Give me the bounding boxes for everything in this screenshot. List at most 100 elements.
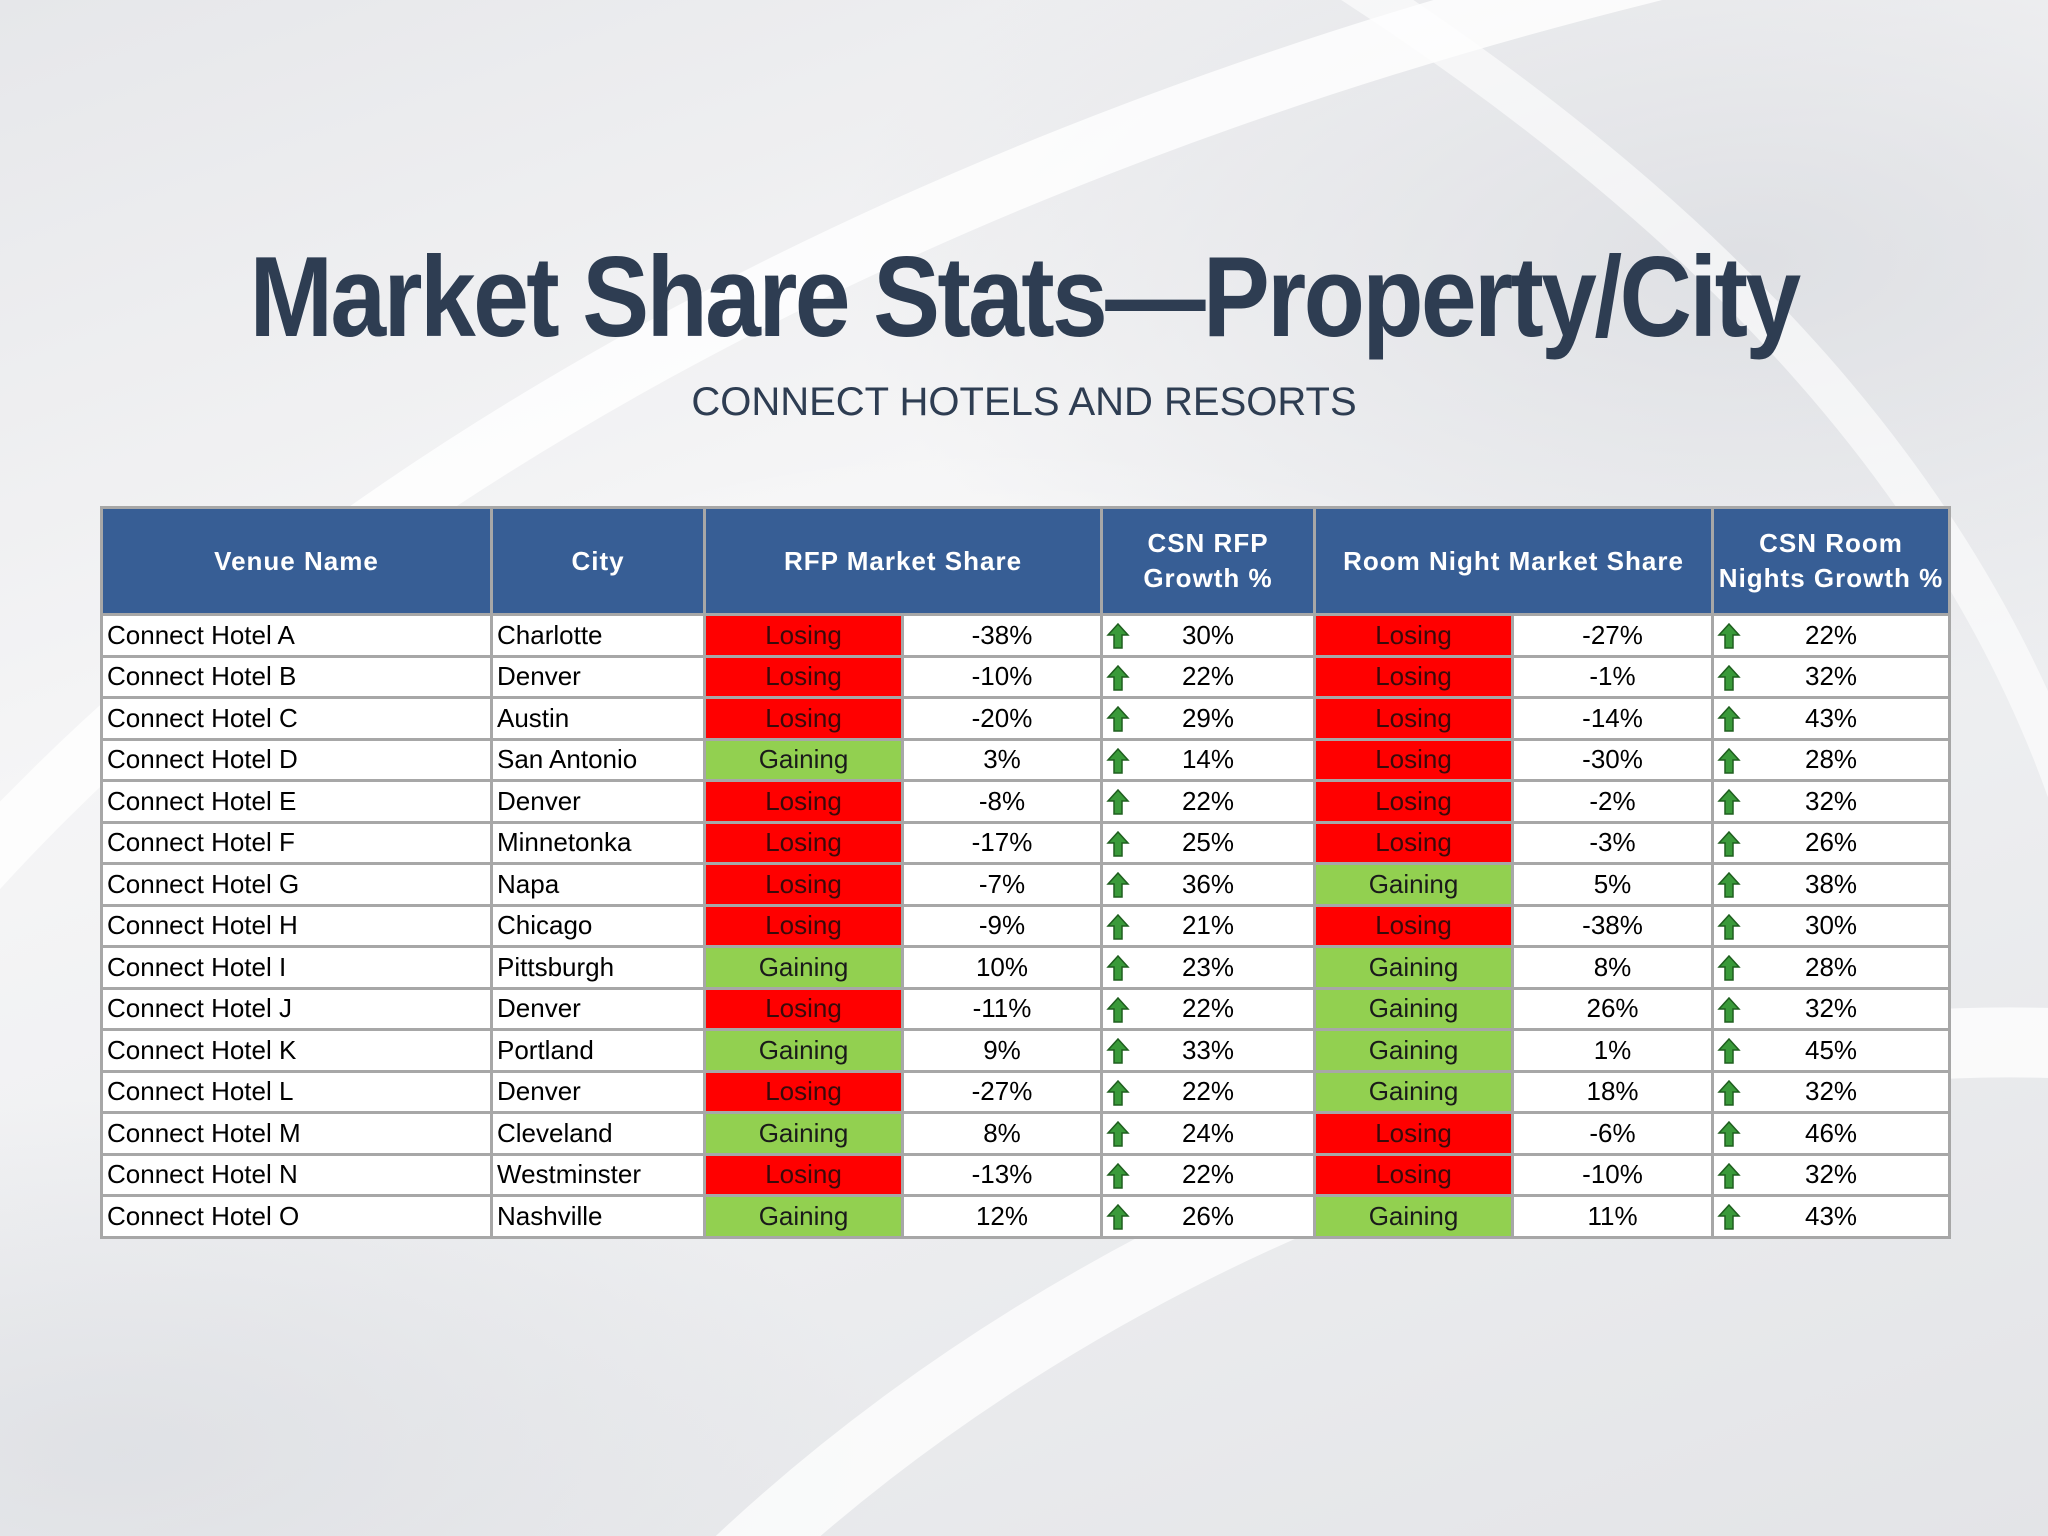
csn-room-nights-growth-value: 28% bbox=[1804, 744, 1858, 775]
csn-room-nights-growth-value: 45% bbox=[1804, 1034, 1858, 1065]
room-night-status-cell: Gaining bbox=[1313, 1194, 1514, 1239]
green-up-arrow-icon bbox=[1717, 622, 1741, 649]
csn-room-nights-growth-cell: 32% bbox=[1711, 654, 1952, 699]
room-night-status-cell: Losing bbox=[1313, 1152, 1514, 1197]
table-row: Connect Hotel N Westminster Losing -13% 22% L… bbox=[100, 1152, 1952, 1197]
rfp-status-cell: Losing bbox=[703, 1069, 904, 1114]
csn-rfp-growth-cell: 22% bbox=[1100, 654, 1316, 699]
city-cell: Denver bbox=[490, 1069, 706, 1114]
room-night-status-cell: Gaining bbox=[1313, 986, 1514, 1031]
room-night-share-pct-cell: -38% bbox=[1510, 903, 1715, 948]
csn-room-nights-growth-value: 43% bbox=[1804, 1200, 1858, 1231]
room-night-share-pct-cell: 11% bbox=[1510, 1194, 1715, 1239]
room-night-share-pct-cell: -14% bbox=[1510, 696, 1715, 741]
table-row: Connect Hotel H Chicago Losing -9% 21% Losing… bbox=[100, 903, 1952, 948]
room-night-status-cell: Gaining bbox=[1313, 1069, 1514, 1114]
rfp-share-pct-cell: 9% bbox=[901, 1028, 1103, 1073]
rfp-share-pct-cell: -17% bbox=[901, 820, 1103, 865]
csn-rfp-growth-value: 29% bbox=[1181, 702, 1235, 733]
green-up-arrow-icon bbox=[1717, 788, 1741, 815]
room-night-status-cell: Losing bbox=[1313, 654, 1514, 699]
green-up-arrow-icon bbox=[1106, 622, 1130, 649]
csn-room-nights-growth-value: 28% bbox=[1804, 951, 1858, 982]
venue-name-cell: Connect Hotel F bbox=[100, 820, 493, 865]
room-night-status-cell: Losing bbox=[1313, 613, 1514, 658]
green-up-arrow-icon bbox=[1717, 954, 1741, 981]
rfp-status-cell: Losing bbox=[703, 903, 904, 948]
header-csn-rfp-line1: CSN RFP bbox=[1147, 528, 1269, 558]
rfp-status-cell: Gaining bbox=[703, 1028, 904, 1073]
city-cell: Nashville bbox=[490, 1194, 706, 1239]
room-night-share-pct-cell: -6% bbox=[1510, 1111, 1715, 1156]
rfp-status-cell: Gaining bbox=[703, 1111, 904, 1156]
market-share-table: Venue Name City RFP Market Share CSN RFP… bbox=[100, 506, 1952, 1239]
table-row: Connect Hotel F Minnetonka Losing -17% 25% Lo… bbox=[100, 820, 1952, 865]
table-row: Connect Hotel K Portland Gaining 9% 33% Gaini… bbox=[100, 1028, 1952, 1073]
green-up-arrow-icon bbox=[1106, 1079, 1130, 1106]
rfp-share-pct-cell: -13% bbox=[901, 1152, 1103, 1197]
table-row: Connect Hotel M Cleveland Gaining 8% 24% Losi… bbox=[100, 1111, 1952, 1156]
green-up-arrow-icon bbox=[1717, 1203, 1741, 1230]
csn-rfp-growth-cell: 36% bbox=[1100, 862, 1316, 907]
table-row: Connect Hotel D San Antonio Gaining 3% 14% Lo… bbox=[100, 737, 1952, 782]
rfp-share-pct-cell: -8% bbox=[901, 779, 1103, 824]
csn-rfp-growth-value: 22% bbox=[1181, 1076, 1235, 1107]
rfp-status-cell: Gaining bbox=[703, 945, 904, 990]
csn-room-nights-growth-value: 22% bbox=[1804, 619, 1858, 650]
venue-name-cell: Connect Hotel I bbox=[100, 945, 493, 990]
csn-room-nights-growth-value: 32% bbox=[1804, 1159, 1858, 1190]
csn-room-nights-growth-cell: 30% bbox=[1711, 903, 1952, 948]
green-up-arrow-icon bbox=[1106, 954, 1130, 981]
table-row: Connect Hotel C Austin Losing -20% 29% Losing… bbox=[100, 696, 1952, 741]
room-night-status-cell: Losing bbox=[1313, 737, 1514, 782]
csn-rfp-growth-value: 30% bbox=[1181, 619, 1235, 650]
room-night-status-cell: Losing bbox=[1313, 820, 1514, 865]
table-header-row: Venue Name City RFP Market Share CSN RFP… bbox=[100, 506, 1952, 616]
rfp-status-cell: Losing bbox=[703, 654, 904, 699]
venue-name-cell: Connect Hotel A bbox=[100, 613, 493, 658]
csn-rfp-growth-cell: 22% bbox=[1100, 986, 1316, 1031]
csn-room-nights-growth-value: 43% bbox=[1804, 702, 1858, 733]
venue-name-cell: Connect Hotel C bbox=[100, 696, 493, 741]
table-body: Connect Hotel A Charlotte Losing -38% 30% Los… bbox=[100, 613, 1952, 1239]
csn-rfp-growth-cell: 26% bbox=[1100, 1194, 1316, 1239]
green-up-arrow-icon bbox=[1717, 705, 1741, 732]
room-night-status-cell: Gaining bbox=[1313, 862, 1514, 907]
green-up-arrow-icon bbox=[1106, 871, 1130, 898]
header-rfp-market-share: RFP Market Share bbox=[703, 506, 1103, 616]
venue-name-cell: Connect Hotel E bbox=[100, 779, 493, 824]
venue-name-cell: Connect Hotel K bbox=[100, 1028, 493, 1073]
rfp-share-pct-cell: -9% bbox=[901, 903, 1103, 948]
city-cell: Chicago bbox=[490, 903, 706, 948]
csn-room-nights-growth-value: 38% bbox=[1804, 868, 1858, 899]
green-up-arrow-icon bbox=[1106, 788, 1130, 815]
city-cell: Westminster bbox=[490, 1152, 706, 1197]
csn-rfp-growth-value: 36% bbox=[1181, 868, 1235, 899]
csn-rfp-growth-value: 22% bbox=[1181, 993, 1235, 1024]
green-up-arrow-icon bbox=[1717, 664, 1741, 691]
csn-rfp-growth-cell: 21% bbox=[1100, 903, 1316, 948]
venue-name-cell: Connect Hotel N bbox=[100, 1152, 493, 1197]
header-room-night-market-share: Room Night Market Share bbox=[1312, 506, 1715, 616]
csn-rfp-growth-cell: 29% bbox=[1100, 696, 1316, 741]
city-cell: Minnetonka bbox=[490, 820, 706, 865]
rfp-status-cell: Losing bbox=[703, 862, 904, 907]
city-cell: Denver bbox=[490, 986, 706, 1031]
rfp-share-pct-cell: -27% bbox=[901, 1069, 1103, 1114]
city-cell: Austin bbox=[490, 696, 706, 741]
room-night-share-pct-cell: 8% bbox=[1510, 945, 1715, 990]
csn-room-nights-growth-cell: 46% bbox=[1711, 1111, 1952, 1156]
csn-rfp-growth-value: 22% bbox=[1181, 1159, 1235, 1190]
csn-room-nights-growth-cell: 43% bbox=[1711, 1194, 1952, 1239]
green-up-arrow-icon bbox=[1106, 913, 1130, 940]
csn-room-nights-growth-cell: 32% bbox=[1711, 1069, 1952, 1114]
rfp-share-pct-cell: -38% bbox=[901, 613, 1103, 658]
csn-rfp-growth-cell: 22% bbox=[1100, 1152, 1316, 1197]
csn-room-nights-growth-cell: 28% bbox=[1711, 737, 1952, 782]
csn-rfp-growth-value: 26% bbox=[1181, 1200, 1235, 1231]
table-row: Connect Hotel O Nashville Gaining 12% 26% Gai… bbox=[100, 1194, 1952, 1239]
green-up-arrow-icon bbox=[1717, 747, 1741, 774]
room-night-status-cell: Gaining bbox=[1313, 945, 1514, 990]
venue-name-cell: Connect Hotel D bbox=[100, 737, 493, 782]
header-csn-rfp-line2: Growth % bbox=[1143, 563, 1273, 593]
